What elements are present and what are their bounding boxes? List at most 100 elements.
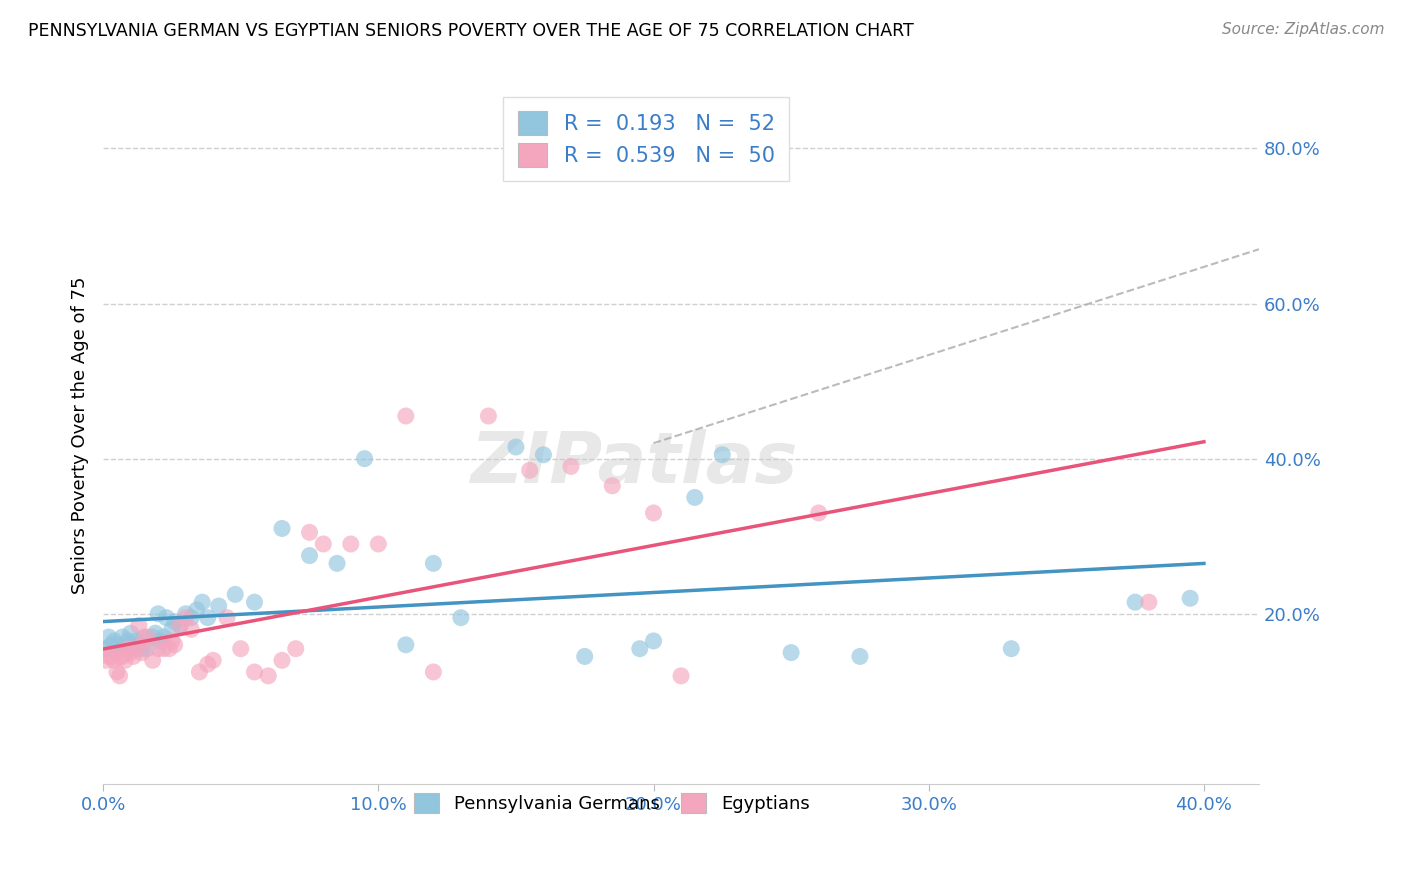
Point [149, 634, 172, 648]
Point [155, 610, 177, 624]
Point [202, 653, 225, 667]
Point [114, 653, 136, 667]
Point [152, 630, 174, 644]
Point [108, 641, 131, 656]
Point [505, 440, 527, 454]
Point [683, 491, 706, 505]
Point [120, 646, 142, 660]
Point [395, 638, 418, 652]
Point [97, 630, 120, 644]
Point [114, 638, 136, 652]
Point [160, 622, 183, 636]
Point [533, 448, 555, 462]
Point [145, 626, 167, 640]
Point [100, 649, 122, 664]
Point [326, 557, 349, 571]
Point [780, 646, 803, 660]
Point [1137, 595, 1160, 609]
Y-axis label: Seniors Poverty Over the Age of 75: Seniors Poverty Over the Age of 75 [72, 277, 89, 594]
Point [243, 665, 266, 679]
Point [395, 409, 418, 423]
Point [128, 618, 150, 632]
Point [298, 525, 321, 540]
Point [120, 626, 142, 640]
Point [643, 506, 665, 520]
Point [131, 641, 153, 656]
Point [229, 641, 252, 656]
Point [807, 506, 830, 520]
Point [131, 646, 153, 660]
Point [340, 537, 363, 551]
Point [243, 595, 266, 609]
Point [108, 649, 131, 664]
Point [628, 641, 651, 656]
Point [186, 603, 208, 617]
Point [1000, 641, 1022, 656]
Point [191, 595, 214, 609]
Point [422, 557, 444, 571]
Point [94, 641, 117, 656]
Point [136, 641, 159, 656]
Point [711, 448, 734, 462]
Text: PENNSYLVANIA GERMAN VS EGYPTIAN SENIORS POVERTY OVER THE AGE OF 75 CORRELATION C: PENNSYLVANIA GERMAN VS EGYPTIAN SENIORS … [28, 22, 914, 40]
Point [111, 649, 134, 664]
Point [134, 634, 156, 648]
Point [103, 653, 125, 667]
Point [519, 463, 541, 477]
Point [146, 641, 169, 656]
Point [163, 615, 186, 629]
Point [180, 610, 202, 624]
Point [208, 599, 231, 613]
Point [477, 409, 499, 423]
Point [103, 634, 125, 648]
Point [1178, 591, 1201, 606]
Point [180, 622, 202, 636]
Point [122, 649, 145, 664]
Point [422, 665, 444, 679]
Text: ZIPatlas: ZIPatlas [471, 429, 799, 498]
Point [122, 641, 145, 656]
Point [215, 610, 238, 624]
Point [188, 665, 211, 679]
Legend: Pennsylvania Germans, Egyptians: Pennsylvania Germans, Egyptians [404, 781, 820, 824]
Point [643, 634, 665, 648]
Point [574, 649, 596, 664]
Point [142, 653, 165, 667]
Point [157, 641, 180, 656]
Point [111, 630, 134, 644]
Point [450, 610, 472, 624]
Point [125, 641, 148, 656]
Point [312, 537, 335, 551]
Point [163, 638, 186, 652]
Point [108, 669, 131, 683]
Point [160, 634, 183, 648]
Point [117, 641, 139, 656]
Point [197, 657, 219, 672]
Point [97, 649, 120, 664]
Point [353, 451, 375, 466]
Point [136, 630, 159, 644]
Point [125, 634, 148, 648]
Point [669, 669, 692, 683]
Point [117, 634, 139, 648]
Point [849, 649, 872, 664]
Point [600, 479, 623, 493]
Point [174, 607, 197, 621]
Point [134, 630, 156, 644]
Point [105, 638, 128, 652]
Point [105, 665, 128, 679]
Point [169, 618, 191, 632]
Point [174, 610, 197, 624]
Point [284, 641, 307, 656]
Point [271, 521, 294, 535]
Point [560, 459, 582, 474]
Point [224, 587, 246, 601]
Point [257, 669, 280, 683]
Point [169, 618, 191, 632]
Point [94, 653, 117, 667]
Point [298, 549, 321, 563]
Point [128, 638, 150, 652]
Point [367, 537, 389, 551]
Point [100, 638, 122, 652]
Point [152, 641, 174, 656]
